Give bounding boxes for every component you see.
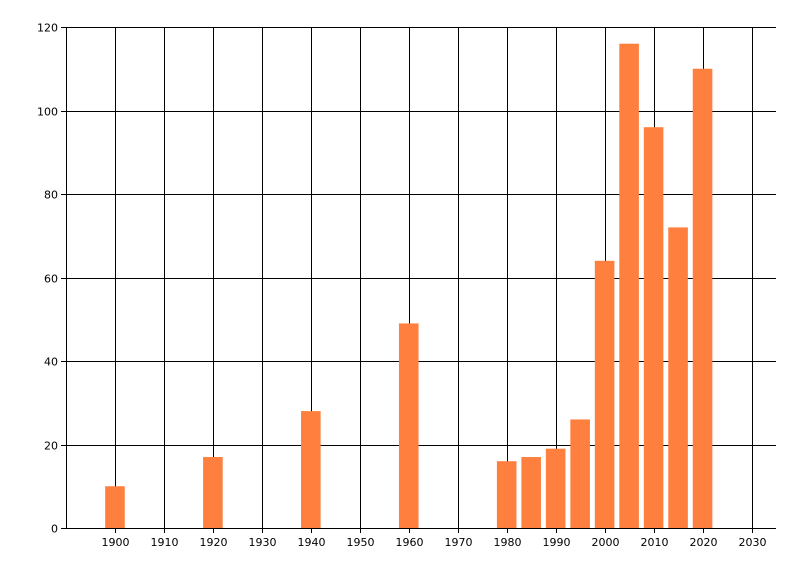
- bar: [619, 43, 639, 528]
- x-tick-label: 1990: [543, 536, 571, 549]
- x-tick-label: 1930: [249, 536, 277, 549]
- bar: [301, 411, 321, 528]
- y-tick-label: 80: [44, 189, 58, 202]
- bar: [496, 461, 517, 528]
- y-tick-label: 100: [37, 106, 58, 119]
- x-tick-label: 1910: [151, 536, 179, 549]
- bar: [594, 260, 615, 528]
- bar: [668, 227, 688, 528]
- bar: [521, 457, 541, 528]
- bars: [105, 43, 713, 528]
- y-tick-label: 0: [51, 523, 58, 536]
- x-tick-label: 2010: [641, 536, 669, 549]
- x-tick-label: 2000: [592, 536, 620, 549]
- bar: [570, 419, 590, 528]
- x-tick-label: 2020: [690, 536, 718, 549]
- x-tick-label: 1960: [396, 536, 424, 549]
- tick-labels: 0 20 40 60 80 100 120 1900 1910 1920 1930 1940 1950 1…: [37, 22, 767, 550]
- y-tick-label: 20: [44, 440, 58, 453]
- y-tick-label: 60: [44, 273, 58, 286]
- x-tick-label: 1980: [494, 536, 522, 549]
- bar: [692, 68, 713, 528]
- bar: [545, 448, 566, 528]
- bar: [203, 457, 223, 528]
- bar: [105, 486, 125, 528]
- x-tick-label: 1970: [445, 536, 473, 549]
- x-tick-label: 1940: [298, 536, 326, 549]
- y-tick-label: 120: [37, 22, 58, 35]
- x-tick-label: 1950: [347, 536, 375, 549]
- bar: [398, 323, 419, 528]
- x-tick-label: 2030: [739, 536, 767, 549]
- bar: [643, 127, 664, 528]
- x-tick-label: 1920: [200, 536, 228, 549]
- axes: [61, 27, 776, 533]
- x-tick-label: 1900: [102, 536, 130, 549]
- y-tick-label: 40: [44, 356, 58, 369]
